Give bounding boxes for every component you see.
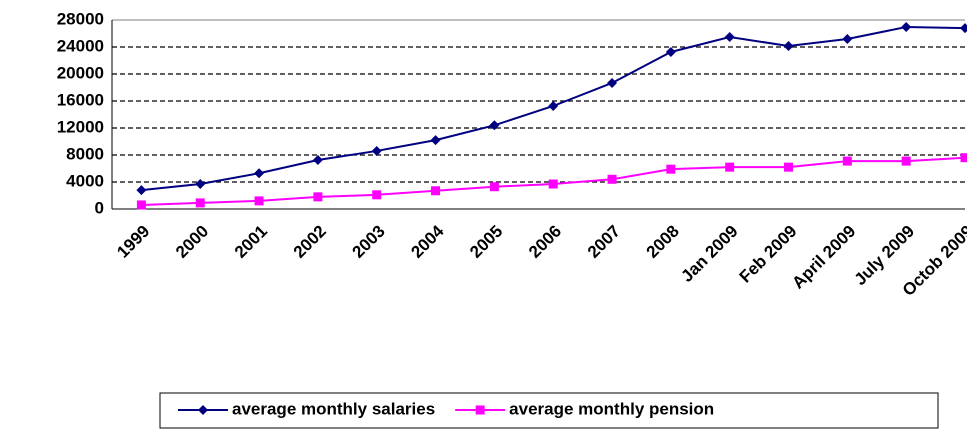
point <box>842 156 852 166</box>
x-tick-label: 2005 <box>466 222 506 262</box>
point <box>489 182 499 192</box>
y-tick-label: 12000 <box>57 117 104 136</box>
point <box>312 154 323 165</box>
point <box>960 153 967 163</box>
x-tick-label: 2003 <box>349 222 389 262</box>
point <box>607 174 617 184</box>
point <box>901 156 911 166</box>
point <box>784 162 794 172</box>
point <box>901 22 912 33</box>
point <box>371 145 382 156</box>
y-tick-label: 20000 <box>57 63 104 82</box>
point <box>430 135 441 146</box>
point <box>136 185 147 196</box>
point <box>548 100 559 111</box>
y-tick-label: 4000 <box>66 171 104 190</box>
legend-marker <box>198 405 208 415</box>
point <box>372 190 382 200</box>
point <box>548 179 558 189</box>
point <box>195 179 206 190</box>
x-tick-label: April 2009 <box>788 222 859 293</box>
y-tick-label: 8000 <box>66 144 104 163</box>
y-tick-label: 28000 <box>57 9 104 28</box>
legend-box <box>159 392 939 429</box>
point <box>254 168 265 179</box>
point <box>960 23 967 34</box>
point <box>842 33 853 44</box>
x-tick-label: 2002 <box>290 222 330 262</box>
point <box>136 200 146 210</box>
x-tick-label: 1999 <box>113 222 153 262</box>
y-tick-label: 24000 <box>57 36 104 55</box>
legend-label: average monthly salaries <box>232 399 435 418</box>
x-tick-label: 2004 <box>407 221 448 262</box>
legend-label: average monthly pension <box>509 399 714 418</box>
point <box>254 196 264 206</box>
point <box>607 77 618 88</box>
point <box>666 164 676 174</box>
point <box>725 162 735 172</box>
point <box>195 198 205 208</box>
x-tick-label: 2007 <box>584 222 624 262</box>
x-tick-label: Jan 2009 <box>677 222 741 286</box>
y-tick-label: 0 <box>95 198 104 217</box>
legend-marker <box>475 405 485 415</box>
x-tick-label: 2001 <box>231 222 271 262</box>
point <box>783 40 794 51</box>
x-tick-label: 2000 <box>172 222 212 262</box>
y-tick-label: 16000 <box>57 90 104 109</box>
point <box>489 120 500 131</box>
point <box>313 192 323 202</box>
x-tick-label: 2008 <box>643 222 683 262</box>
point <box>431 186 441 196</box>
x-tick-label: 2006 <box>525 222 565 262</box>
point <box>665 46 676 57</box>
point <box>724 32 735 43</box>
